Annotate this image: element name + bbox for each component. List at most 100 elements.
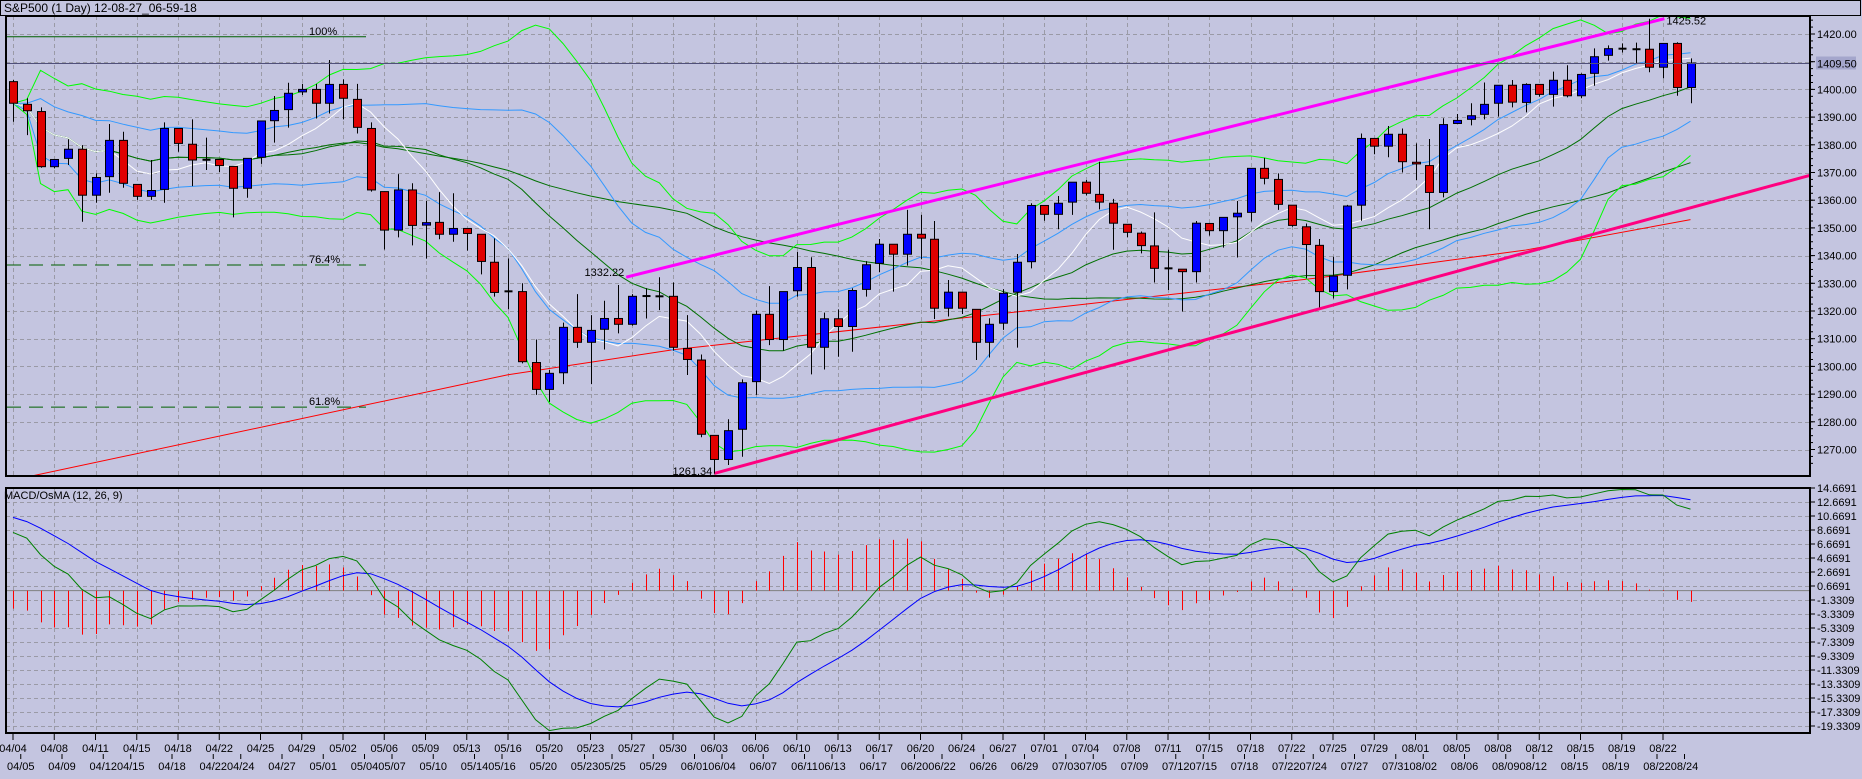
candle-body (1480, 103, 1489, 115)
date-axis-label: 08/22 (1649, 743, 1677, 755)
macd-main-line (12, 488, 1691, 732)
fibonacci-level-label: 61.8% (309, 396, 340, 408)
date-axis-label: 05/16 (494, 743, 522, 755)
candle-body (463, 227, 472, 234)
date-axis-label: 04/05 (7, 761, 35, 773)
candle (1288, 204, 1297, 227)
candle (408, 183, 417, 246)
candle-body (697, 359, 706, 435)
high-price-label: 1425.52 (1666, 16, 1706, 28)
date-axis-label: 07/11 (1155, 743, 1182, 755)
candle (1205, 222, 1214, 236)
candle (1260, 157, 1269, 185)
candle-body (779, 291, 788, 341)
date-axis-label: 08/15 (1561, 761, 1589, 773)
date-axis-label: 05/04 (351, 761, 379, 773)
date-axis-label: 04/27 (268, 761, 296, 773)
candle-body (215, 158, 224, 167)
macd-axis-label: 2.6691 (1817, 567, 1851, 579)
candle (820, 312, 829, 370)
candle-body (270, 109, 279, 122)
candle (642, 288, 651, 319)
price-axis-label: 1380.00 (1817, 140, 1857, 152)
candle (752, 310, 761, 395)
macd-axis-label: -13.3309 (1817, 679, 1860, 691)
date-axis-label: 08/02 (1409, 761, 1437, 773)
candle (972, 308, 981, 361)
candle (1370, 137, 1379, 155)
candle-body (160, 127, 169, 190)
date-axis-label: 06/24 (948, 743, 976, 755)
candle (1357, 133, 1366, 221)
candle (92, 173, 101, 203)
date-axis-label: 05/10 (419, 761, 447, 773)
candle (1618, 43, 1627, 53)
date-axis-label: 04/11 (82, 743, 109, 755)
candle (367, 122, 376, 192)
candle-body (1467, 115, 1476, 120)
candle (1673, 42, 1682, 96)
macd-panel-frame (5, 487, 1811, 734)
macd-axis-label: 8.6691 (1817, 525, 1851, 537)
candle (284, 82, 293, 128)
date-axis-label: 04/04 (0, 743, 27, 755)
date-axis-label: 07/08 (1113, 743, 1141, 755)
candle (270, 96, 279, 143)
candle-body (78, 148, 87, 196)
candle (1082, 179, 1091, 196)
date-axis-label: 06/04 (708, 761, 736, 773)
candle (298, 83, 307, 95)
candle-body (587, 329, 596, 343)
candle (78, 145, 87, 222)
candle-body (1357, 137, 1366, 206)
candle-body (848, 290, 857, 328)
macd-indicator-label: MACD/OsMA (12, 26, 9) (4, 490, 123, 502)
candle (1109, 198, 1118, 250)
price-axis-label: 1320.00 (1817, 306, 1857, 318)
price-axis-label: 1360.00 (1817, 195, 1857, 207)
candle-body (903, 233, 912, 255)
date-axis-label: 06/17 (859, 761, 887, 773)
candle-body (1590, 56, 1599, 74)
candle-body (1494, 84, 1503, 104)
date-axis-label: 06/26 (969, 761, 997, 773)
macd-axis-label: 6.6691 (1817, 539, 1851, 551)
macd-axis-label: -5.3309 (1817, 623, 1854, 635)
candle-body (1659, 42, 1668, 68)
candle (669, 282, 678, 351)
date-axis-label: 06/10 (783, 743, 811, 755)
date-axis-label: 07/09 (1121, 761, 1149, 773)
date-axis-label: 05/01 (309, 761, 337, 773)
candle (1412, 143, 1421, 180)
candle-body (573, 326, 582, 343)
date-axis-label: 05/27 (618, 743, 646, 755)
candle (683, 315, 692, 375)
date-axis-label: 07/12 (1162, 761, 1190, 773)
candle-body (1343, 205, 1352, 276)
title-bar-frame (0, 0, 1861, 16)
candle-body (119, 139, 128, 184)
current-price-label: 1409.50 (1817, 59, 1857, 71)
candle (1315, 238, 1324, 308)
candle (229, 165, 238, 218)
candle-body (834, 318, 843, 328)
date-axis-label: 04/25 (247, 743, 275, 755)
candle-body (1439, 124, 1448, 193)
date-axis-label: 04/18 (164, 743, 192, 755)
candle-body (1687, 62, 1696, 88)
price-panel-frame (5, 15, 1811, 477)
price-panel: 100% 76.4% 61.8% (7, 16, 1810, 476)
macd-axis-label: -1.3309 (1817, 595, 1854, 607)
macd-axis-label: -19.3309 (1817, 721, 1860, 733)
candle (380, 191, 389, 250)
macd-axis-label: 12.6691 (1817, 497, 1857, 509)
price-axis-label: 1280.00 (1817, 417, 1857, 429)
fibonacci-level-label: 76.4% (309, 254, 340, 266)
candle-body (1577, 73, 1586, 97)
candle-body (724, 430, 733, 460)
candle (1439, 118, 1448, 198)
date-axis-label: 04/18 (158, 761, 186, 773)
date-axis-label: 05/16 (488, 761, 516, 773)
candle (1577, 73, 1586, 99)
date-axis-label: 06/20 (907, 743, 935, 755)
